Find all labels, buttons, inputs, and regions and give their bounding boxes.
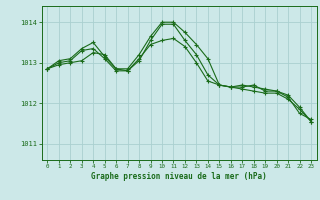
X-axis label: Graphe pression niveau de la mer (hPa): Graphe pression niveau de la mer (hPa) xyxy=(91,172,267,181)
